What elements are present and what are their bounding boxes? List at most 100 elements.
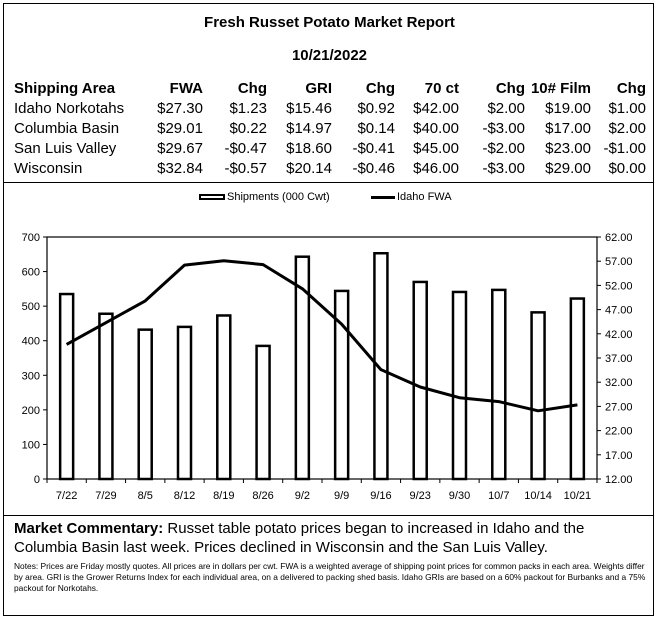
shipping-area-cell: Idaho Norkotahs [14, 99, 125, 117]
price-cell: $19.00 [545, 99, 591, 117]
idaho-fwa-line [65, 259, 578, 413]
column-header: 70 ct [424, 79, 459, 97]
price-cell: -$3.00 [482, 119, 525, 137]
right-axis-tick-label: 12.00 [605, 474, 633, 486]
shipments-bar [569, 297, 586, 481]
left-axis-tick-label: 100 [22, 439, 40, 451]
right-axis-tick-label: 52.00 [605, 280, 633, 292]
table-divider [3, 182, 654, 183]
price-cell: -$1.00 [603, 139, 646, 157]
shipments-bar [255, 344, 271, 481]
left-axis-tick-label: 500 [22, 301, 40, 313]
shipments-bar [216, 314, 232, 481]
price-cell: $18.60 [286, 139, 332, 157]
column-header: 10# Film [530, 79, 591, 97]
price-cell: $29.67 [157, 139, 203, 157]
column-header: Chg [237, 79, 267, 97]
price-cell: $0.00 [608, 159, 646, 177]
shipments-bar [98, 312, 114, 481]
right-axis-tick-label: 47.00 [605, 305, 633, 317]
shipments-bar [333, 289, 350, 481]
legend-item-idaho-fwa: Idaho FWA [371, 191, 452, 203]
x-axis-tick-label: 9/2 [295, 490, 310, 502]
x-axis-tick-label: 8/26 [252, 490, 273, 502]
shipments-bar [176, 325, 193, 481]
price-table-header: Shipping Area FWA Chg GRI Chg 70 ct Chg 10# Fil… [14, 78, 646, 98]
x-axis-tick-label: 10/14 [524, 490, 552, 502]
price-cell: -$0.57 [224, 159, 267, 177]
left-axis-tick-label: 200 [22, 405, 40, 417]
table-row: Wisconsin $32.84 -$0.57 $20.14 -$0.46 $46.00 -… [14, 158, 646, 178]
price-cell: $15.46 [286, 99, 332, 117]
x-axis-tick-label: 7/29 [95, 490, 116, 502]
price-cell: -$3.00 [482, 159, 525, 177]
right-axis-tick-label: 32.00 [605, 377, 633, 389]
right-axis-tick-label: 37.00 [605, 353, 633, 365]
column-header: Chg [495, 79, 525, 97]
commentary-text: Russet table potato prices began to incr… [14, 520, 585, 556]
column-header: GRI [305, 79, 332, 97]
price-cell: $2.00 [608, 119, 646, 137]
left-axis-tick-label: 700 [22, 232, 40, 244]
shipping-area-cell: San Luis Valley [14, 139, 117, 157]
shipments-bar [373, 251, 389, 481]
x-axis-tick-label: 8/5 [138, 490, 153, 502]
price-cell: $0.92 [357, 99, 395, 117]
column-header: Shipping Area [14, 79, 116, 97]
price-cell: $20.14 [286, 159, 332, 177]
price-cell: $2.00 [487, 99, 525, 117]
shipping-area-cell: Wisconsin [14, 159, 83, 177]
x-axis-tick-label: 10/7 [488, 490, 509, 502]
column-header: Chg [365, 79, 395, 97]
price-cell: $42.00 [413, 99, 459, 117]
price-cell: $27.30 [157, 99, 203, 117]
price-cell: $1.00 [608, 99, 646, 117]
price-cell: $40.00 [413, 119, 459, 137]
x-axis-tick-label: 9/23 [410, 490, 431, 502]
report-title: Fresh Russet Potato Market Report [204, 14, 455, 31]
price-table: Shipping Area FWA Chg GRI Chg 70 ct Chg 10# Fil… [14, 78, 646, 178]
table-row: Columbia Basin $29.01 $0.22 $14.97 $0.14 $40.… [14, 118, 646, 138]
price-cell: $46.00 [413, 159, 459, 177]
price-cell: $23.00 [545, 139, 591, 157]
right-axis-tick-label: 22.00 [605, 426, 633, 438]
x-axis-tick-label: 8/12 [174, 490, 195, 502]
x-axis-tick-label: 9/30 [449, 490, 470, 502]
market-commentary: Market Commentary: Russet table potato p… [14, 519, 650, 557]
shipping-area-cell: Columbia Basin [14, 119, 120, 137]
price-cell: -$0.47 [224, 139, 267, 157]
price-cell: $14.97 [286, 119, 332, 137]
right-axis-tick-label: 42.00 [605, 329, 633, 341]
shipments-bar [137, 328, 153, 481]
legend-label-shipments: Shipments (000 Cwt) [227, 191, 330, 203]
commentary-label: Market Commentary: [14, 520, 164, 537]
price-cell: $1.23 [229, 99, 267, 117]
column-header: Chg [616, 79, 646, 97]
legend-swatch-line [371, 195, 395, 199]
x-axis-tick-label: 7/22 [56, 490, 77, 502]
x-axis-tick-label: 9/9 [334, 490, 349, 502]
report-frame [3, 3, 654, 616]
left-axis-tick-label: 0 [34, 474, 40, 486]
right-axis-tick-label: 62.00 [605, 232, 633, 244]
legend-item-shipments: Shipments (000 Cwt) [199, 191, 330, 203]
x-axis-tick-label: 9/16 [370, 490, 391, 502]
right-axis-tick-label: 57.00 [605, 256, 633, 268]
report-date: 10/21/2022 [291, 47, 368, 64]
shipments-bar [491, 288, 507, 481]
x-axis-tick-label: 8/19 [213, 490, 234, 502]
price-cell: -$0.41 [352, 139, 395, 157]
shipments-fwa-chart: 0 100 200 300 400 500 600 700 12.00 17.00 22.00 27.… [22, 232, 633, 502]
chart-divider [3, 515, 654, 516]
shipments-bar [58, 292, 75, 481]
price-cell: -$0.46 [352, 159, 395, 177]
price-cell: $0.14 [357, 119, 395, 137]
price-cell: $32.84 [157, 159, 203, 177]
price-cell: $17.00 [545, 119, 591, 137]
legend-swatch-bar [199, 194, 225, 200]
shipments-bar [294, 255, 311, 481]
price-cell: $29.01 [157, 119, 203, 137]
left-axis-tick-label: 400 [22, 336, 40, 348]
shipments-bar [530, 311, 546, 481]
table-row: Idaho Norkotahs $27.30 $1.23 $15.46 $0.92 $42… [14, 98, 646, 118]
